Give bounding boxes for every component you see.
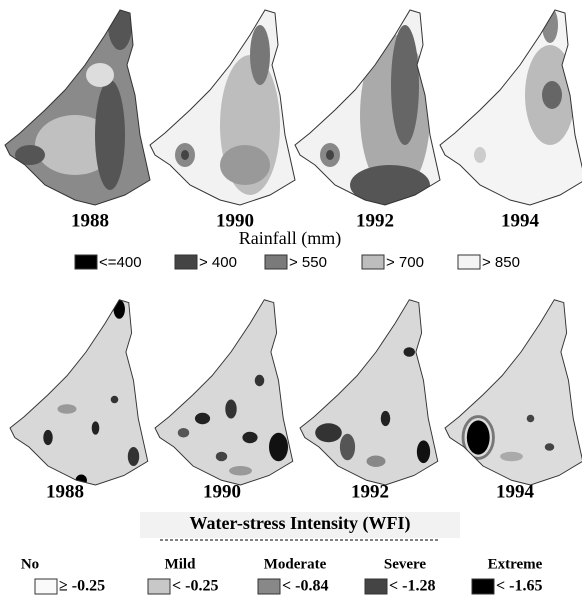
wfi-map bbox=[445, 295, 582, 495]
legend-swatch bbox=[175, 255, 197, 269]
class-name: Extreme bbox=[488, 556, 543, 572]
year-label: 1992 bbox=[351, 481, 389, 502]
legend-swatch bbox=[362, 255, 384, 269]
legend-label: > 850 bbox=[482, 254, 520, 271]
legend-swatch bbox=[148, 579, 170, 594]
legend-swatch bbox=[458, 255, 480, 269]
legend-swatch bbox=[472, 579, 494, 594]
wfi-map bbox=[10, 295, 153, 495]
class-name: Severe bbox=[384, 556, 427, 572]
page: 1988 1990 1992 1994 Rainfall (mm) <=400 … bbox=[0, 0, 582, 599]
year-label: 1992 bbox=[356, 210, 394, 231]
legend-label: > 550 bbox=[289, 254, 327, 271]
legend-label: > 400 bbox=[199, 254, 237, 271]
rainfall-legend: <=400 > 400 > 550 > 700 > 850 bbox=[75, 254, 520, 271]
legend-title: Rainfall (mm) bbox=[239, 228, 341, 249]
year-label: 1990 bbox=[203, 481, 241, 502]
legend-swatch bbox=[258, 579, 280, 594]
legend-title: Water-stress Intensity (WFI) bbox=[190, 513, 411, 534]
year-label: 1988 bbox=[46, 481, 84, 502]
class-name: Moderate bbox=[264, 556, 327, 572]
wfi-map bbox=[300, 295, 443, 495]
figure: 1988 1990 1992 1994 Rainfall (mm) <=400 … bbox=[0, 0, 582, 599]
class-name: No bbox=[21, 556, 39, 572]
year-label: 1994 bbox=[501, 210, 540, 231]
legend-label: <=400 bbox=[99, 254, 142, 271]
year-label: 1988 bbox=[71, 210, 109, 231]
legend-label: < -1.65 bbox=[496, 578, 542, 595]
class-name: Mild bbox=[165, 556, 196, 572]
legend-label: < -0.84 bbox=[282, 578, 328, 595]
rainfall-map bbox=[150, 5, 300, 215]
legend-swatch bbox=[35, 579, 57, 594]
legend-swatch bbox=[265, 255, 287, 269]
rainfall-map bbox=[5, 0, 155, 215]
legend-swatch bbox=[365, 579, 387, 594]
wfi-legend: No Mild Moderate Severe Extreme ≥ -0.25 … bbox=[21, 556, 543, 594]
legend-label: < -1.28 bbox=[389, 578, 435, 595]
legend-label: ≥ -0.25 bbox=[59, 578, 105, 595]
rainfall-map bbox=[295, 5, 445, 215]
legend-label: > 700 bbox=[386, 254, 424, 271]
wfi-map bbox=[155, 295, 298, 495]
legend-label: < -0.25 bbox=[172, 578, 218, 595]
legend-swatch bbox=[75, 255, 97, 269]
year-label: 1994 bbox=[496, 481, 535, 502]
rainfall-map bbox=[440, 5, 582, 215]
